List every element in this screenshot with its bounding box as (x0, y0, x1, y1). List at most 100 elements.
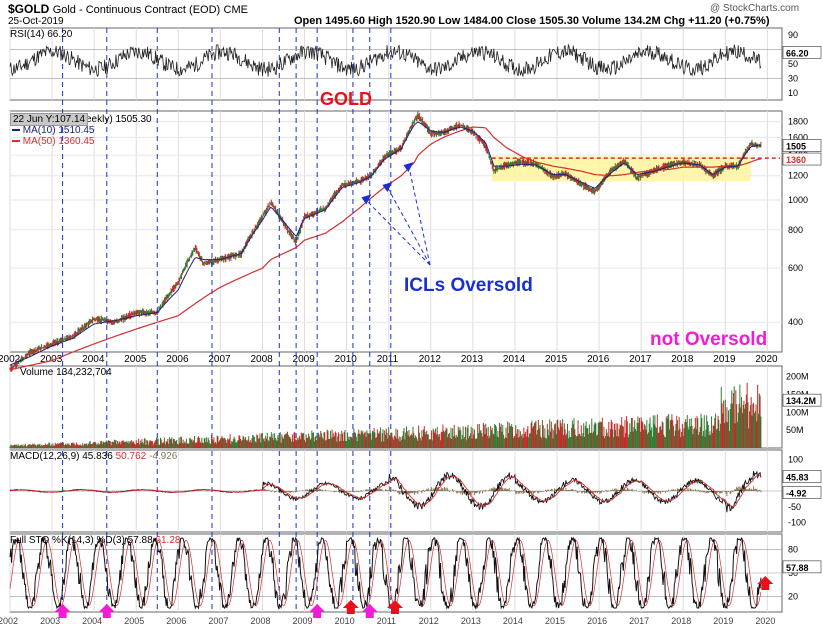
x-tick-label-bottom: 2011 (377, 616, 396, 624)
price-y-tick: 1800 (788, 117, 808, 127)
instrument-name: Gold - Continuous Contract (EOD) (52, 4, 221, 16)
magenta-arrow (361, 604, 378, 618)
x-tick-label-bottom: 2013 (461, 616, 481, 624)
icl-arrow-head (403, 162, 414, 173)
macd-y-tick: 100 (788, 454, 803, 464)
sto-y-tick: 20 (788, 591, 798, 601)
ohlc-summary: Open 1495.60 High 1520.90 Low 1484.00 Cl… (294, 15, 770, 27)
x-tick-label-bottom: 2019 (713, 616, 733, 624)
x-tick-label-bottom: 2003 (40, 616, 60, 624)
magenta-arrow (54, 604, 71, 618)
close-tag-box (782, 139, 822, 152)
price-title-fragment: eekly) 1505.30 (86, 114, 152, 125)
ma50-label: MA(50) 1360.45 (22, 136, 95, 147)
sto-prefix: Full STO %K(14,3) %D(3) (10, 535, 125, 546)
x-tick-label-bottom: 2020 (755, 616, 775, 624)
x-tick-label: 2017 (629, 354, 652, 365)
volume-label: Volume 134,232,704 (20, 367, 112, 378)
price-y-tick: 800 (788, 225, 803, 235)
close-tag: 1505 (786, 142, 806, 152)
exchange: CME (223, 4, 248, 16)
x-tick-label-bottom: 2017 (629, 616, 649, 624)
rsi-tag-box (782, 46, 822, 59)
sto-k-line (9, 536, 762, 610)
macd-prefix: MACD(12,26,9) (10, 451, 80, 462)
x-tick-label: 2019 (713, 354, 736, 365)
rsi-y-tick: 50 (788, 59, 798, 69)
annotation-icl: ICLs Oversold (404, 275, 533, 296)
x-tick-label-bottom: 2009 (293, 616, 313, 624)
macd-tag-box (782, 470, 822, 483)
ma10-line (9, 121, 761, 366)
sto-k: 57.88 (127, 535, 153, 546)
x-tick-label-bottom: 2016 (587, 616, 607, 624)
sto-legend: Full STO %K(14,3) %D(3) 57.88 61.28 (10, 535, 180, 546)
sto-tag: 57.88 (786, 563, 809, 573)
x-tick-label: 2008 (250, 354, 273, 365)
volume-tag: 134.2M (786, 396, 816, 406)
x-tick-label: 2011 (377, 354, 399, 365)
price-y-tick: 1000 (788, 195, 808, 205)
volume-y-tick: 200M (786, 372, 809, 382)
macd-y-tick: -50 (788, 502, 801, 512)
volume-y-tick: 100M (786, 407, 809, 417)
x-tick-label: 2004 (82, 354, 105, 365)
sto-y-tick: 80 (788, 545, 798, 555)
annotation-gold: GOLD (320, 89, 372, 109)
x-tick-label: 2005 (124, 354, 147, 365)
sto-d: 61.28 (155, 535, 181, 546)
x-tick-label-bottom: 2004 (82, 616, 102, 624)
macd-tag: 45.83 (786, 473, 809, 483)
panel-frame-rsi (9, 27, 783, 101)
magenta-arrow (98, 604, 115, 618)
chart-symbol: $GOLD Gold - Continuous Contract (EOD) C… (8, 2, 248, 16)
rsi-label: RSI(14) 66.20 (10, 29, 73, 40)
macd-hist: -4.926 (149, 451, 178, 462)
price-y-tick: 1200 (788, 171, 808, 181)
x-tick-label: 2013 (461, 354, 484, 365)
icl-pointer-line (408, 168, 431, 266)
ma50-tag: 1360 (786, 155, 806, 165)
copyright[interactable]: @ StockCharts.com (710, 3, 800, 14)
x-tick-label-bottom: 2006 (166, 616, 186, 624)
price-y-tick: 400 (788, 317, 803, 327)
x-tick-label-bottom: 2018 (671, 616, 691, 624)
x-tick-label: 2002 (0, 354, 21, 365)
macd-signal-line (9, 474, 762, 508)
x-tick-label-bottom: 2005 (124, 616, 144, 624)
x-tick-label: 2012 (419, 354, 442, 365)
rsi-y-tick: 30 (788, 73, 798, 83)
x-tick-label-bottom: 2015 (545, 616, 565, 624)
sto-d-line (9, 539, 762, 607)
chart-date: 25-Oct-2019 (8, 16, 64, 27)
rsi-y-tick: 10 (788, 88, 798, 98)
rsi-line (9, 43, 762, 78)
consolidation-band (491, 156, 751, 182)
x-tick-label: 2006 (166, 354, 189, 365)
symbol: $GOLD (8, 2, 50, 16)
magenta-arrow (309, 604, 326, 618)
macd-signal: 50.762 (115, 451, 147, 462)
price-y-tick: 1600 (788, 132, 808, 142)
volume-y-tick: 50M (786, 425, 804, 435)
icl-pointer-line (366, 201, 431, 266)
x-tick-label-bottom: 2012 (419, 616, 439, 624)
volume-tag-box (782, 393, 822, 407)
red-arrow (387, 600, 403, 614)
red-arrow (342, 600, 359, 614)
x-tick-label: 2015 (545, 354, 568, 365)
ma50-tag-box (782, 152, 822, 166)
x-tick-label-bottom: 2002 (0, 616, 18, 624)
macd-value: 45.836 (82, 451, 113, 462)
rsi-tag: 66.20 (786, 48, 809, 58)
icl-pointer-line (387, 188, 431, 266)
red-arrow (757, 576, 774, 590)
x-tick-label: 2018 (671, 354, 694, 365)
x-tick-label: 2014 (503, 354, 526, 365)
ma10-legend: MA(10) 1510.45 (12, 125, 95, 136)
x-tick-label-bottom: 2010 (335, 616, 355, 624)
x-tick-label-bottom: 2007 (208, 616, 228, 624)
x-tick-label: 2009 (293, 354, 316, 365)
sto-tag-box (782, 560, 822, 574)
